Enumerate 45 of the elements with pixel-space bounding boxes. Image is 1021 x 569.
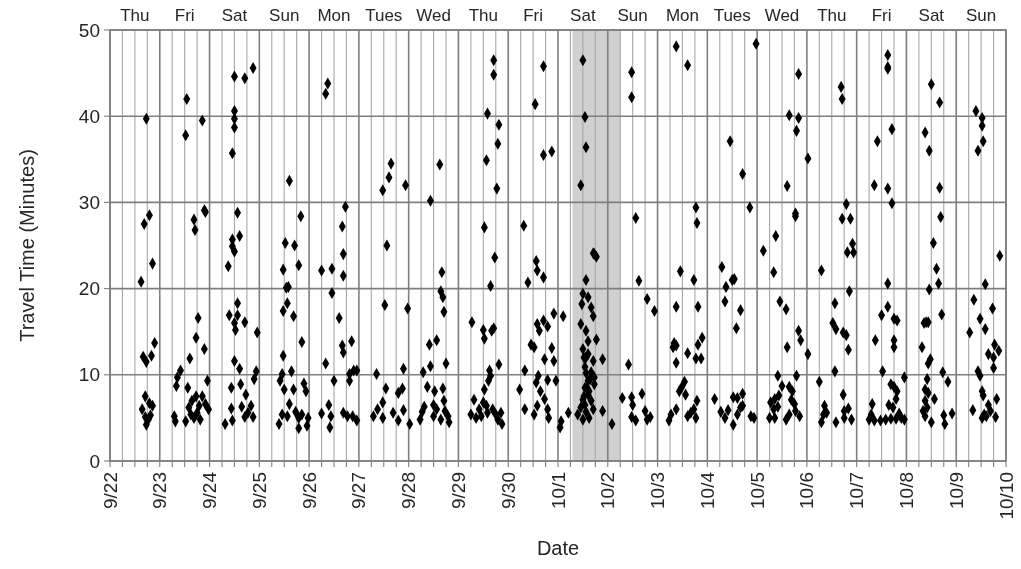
x-tick-label: 10/1 [547,472,569,509]
x-tick-label: 9/23 [149,472,171,509]
text: Fri [523,6,544,25]
x-tick-label: 9/28 [398,472,420,509]
y-tick-label: 50 [78,19,100,41]
x-axis-title: Date [536,537,580,559]
y-tick-label: 40 [78,105,100,127]
x-tick-label: 10/8 [895,472,917,509]
text: Sat [918,6,945,25]
x-tick-label: 9/24 [199,471,221,509]
text: Thu [468,6,498,25]
text: Sun [965,6,997,25]
x-tick-label: 9/29 [447,472,469,509]
y-tick-label: 0 [89,450,100,472]
y-tick-label: 20 [78,278,100,300]
x-tick-label: 10/6 [796,472,818,509]
x-tick-label: 9/22 [99,472,121,509]
x-tick-label: 10/10 [995,472,1017,520]
text: Sun [269,6,300,25]
y-tick-label: 10 [78,364,100,386]
text: Thu [120,6,150,25]
text: Mon [317,6,351,25]
x-tick-label: 10/3 [647,472,669,509]
text: Sat [570,6,596,25]
y-tick-label: 30 [78,191,100,213]
x-tick-label: 10/5 [746,472,768,509]
x-tick-label: 10/4 [696,471,718,509]
x-tick-label: 10/2 [597,472,619,509]
y-axis-title: Travel Time (Minutes) [16,149,38,342]
x-tick-label: 9/30 [497,472,519,509]
x-tick-label: 9/26 [298,472,320,509]
text: Sun [617,6,648,25]
text: Wed [416,6,451,25]
text: Mon [665,6,699,25]
x-tick-label: 9/25 [248,472,270,509]
text: Fri [174,6,195,25]
text: Thu [817,6,847,25]
x-tick-label: 9/27 [348,472,370,509]
text: Tues [713,6,751,25]
text: Wed [764,6,800,25]
text: Sat [221,6,248,25]
x-tick-label: 10/7 [846,472,868,509]
x-tick-label: 10/9 [945,472,967,509]
text: Fri [871,6,892,25]
text: Tues [365,6,403,25]
